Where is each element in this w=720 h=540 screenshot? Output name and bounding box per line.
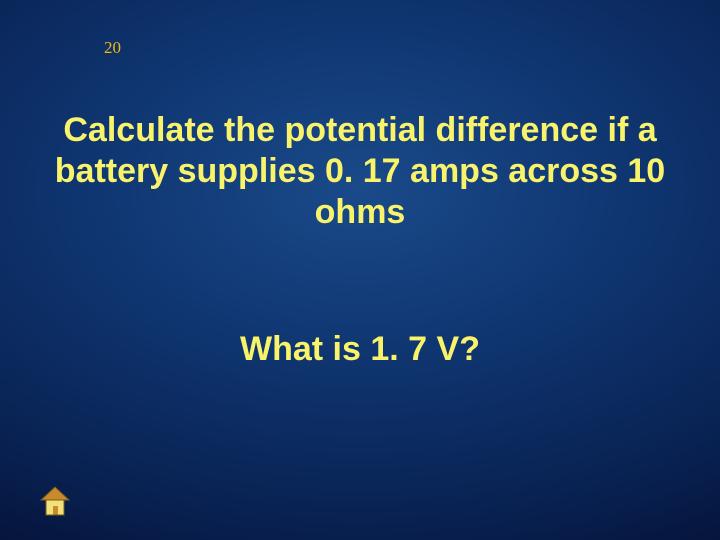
- answer-text: What is 1. 7 V?: [54, 330, 666, 369]
- question-text: Calculate the potential difference if a …: [54, 110, 666, 232]
- home-icon: [38, 484, 72, 518]
- jeopardy-slide: 20 Calculate the potential difference if…: [0, 0, 720, 540]
- home-icon-door: [53, 506, 58, 515]
- home-icon-roof: [41, 487, 69, 500]
- point-value: 20: [104, 38, 121, 58]
- home-button[interactable]: [38, 484, 72, 518]
